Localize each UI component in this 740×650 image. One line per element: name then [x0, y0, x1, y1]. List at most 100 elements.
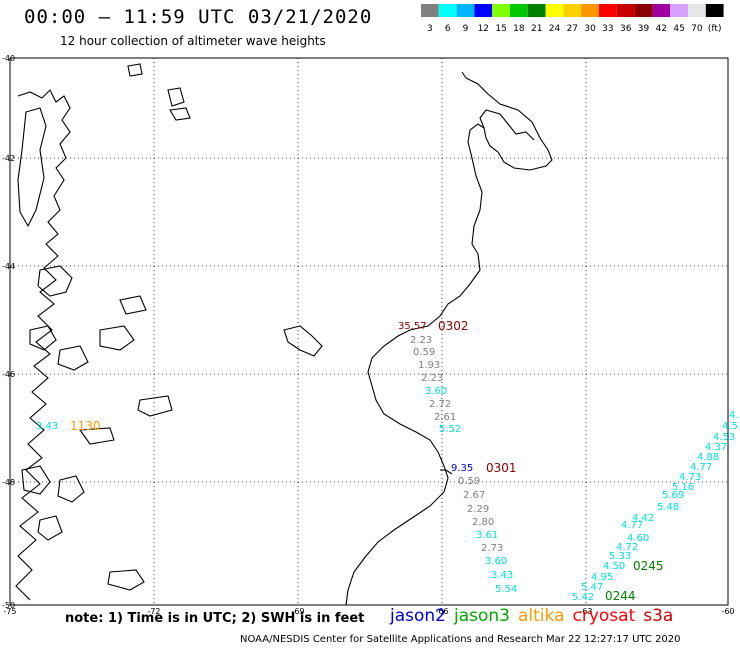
legend-swatch — [545, 4, 564, 17]
units-note: note: 1) Time is in UTC; 2) SWH is in fe… — [65, 611, 365, 626]
fjord-islands-b — [21, 465, 85, 541]
pass-time: 0245 — [633, 559, 664, 573]
swh-value: 4.53 — [713, 432, 735, 443]
swh-value: 3.43 — [491, 570, 513, 581]
lon-label: -60 — [721, 607, 734, 616]
pass-time: 0302 — [438, 319, 469, 333]
legend-tick: (ft) — [708, 24, 722, 34]
legend-swatch — [705, 4, 724, 17]
legend-tick: 9 — [463, 24, 469, 34]
swh-value: 4.77 — [621, 520, 643, 531]
swh-value: 9.35 — [451, 463, 473, 474]
swh-value: 5.42 — [572, 592, 594, 603]
map-title: 00:00 – 11:59 UTC 03/21/2020 — [24, 6, 373, 28]
swh-value: 4.88 — [697, 452, 719, 463]
swh-value: 2.23 — [410, 335, 432, 346]
satellite-jason3: jason3 — [454, 606, 510, 626]
legend-swatch — [438, 4, 457, 17]
swh-value: 5.69 — [662, 490, 684, 501]
legend-tick: 21 — [531, 24, 542, 34]
legend-tick: 36 — [620, 24, 632, 34]
fjord-islands-a — [29, 265, 89, 371]
pass-time: 1130 — [70, 419, 101, 433]
satellite-altika: altika — [518, 606, 565, 626]
legend-swatch — [563, 4, 582, 17]
legend-swatch — [456, 4, 475, 17]
chiloe-island — [17, 107, 47, 228]
lat-label: -46 — [2, 370, 15, 379]
legend-swatch — [688, 4, 706, 17]
swh-value: 5.54 — [495, 584, 517, 595]
credit-footer: NOAA/NESDIS Center for Satellite Applica… — [240, 634, 681, 645]
swh-value: 4. — [729, 410, 739, 421]
mainland-coast — [345, 71, 553, 606]
map-subtitle: 12 hour collection of altimeter wave hei… — [60, 34, 326, 48]
swh-value: 4.72 — [616, 542, 638, 553]
swh-value: 2.61 — [434, 412, 456, 423]
pass-time: 0301 — [486, 461, 517, 475]
swh-value: 2.67 — [463, 490, 485, 501]
lake-north — [127, 63, 191, 121]
swh-value: 0.59 — [413, 347, 435, 358]
legend-swatch — [616, 4, 635, 17]
swh-value: 4.77 — [690, 462, 712, 473]
swh-value: 4.37 — [705, 442, 727, 453]
west-coast — [15, 89, 71, 601]
swh-value: 4.42 — [632, 513, 654, 524]
swh-value: 2.29 — [467, 504, 489, 515]
legend-tick: 42 — [656, 24, 667, 34]
swh-value: 3.61 — [476, 530, 498, 541]
satellite-s3a: s3a — [643, 606, 674, 626]
map-frame — [9, 57, 729, 606]
lon-label: -75 — [3, 607, 16, 616]
color-legend: 3 6 9 12 15 18 21 24 27 30 33 36 39 42 45 70 (ft) — [421, 4, 724, 34]
graticule: -40 -42 -44 -46 -48 -50-75 -72 -69 -66 -63 -60 — [2, 54, 735, 616]
legend-swatch — [652, 4, 671, 17]
lat-label: -42 — [2, 154, 15, 163]
legend-tick: 18 — [513, 24, 525, 34]
lake-south — [107, 569, 145, 591]
swh-value: 4.50 — [603, 561, 625, 572]
legend-tick: 6 — [445, 24, 451, 34]
swh-value: 4.95 — [591, 572, 613, 583]
swh-value: 35.57 — [398, 321, 427, 332]
lon-label: -63 — [579, 607, 592, 616]
legend-tick: 45 — [673, 24, 684, 34]
satellite-cryosat: cryosat — [572, 606, 636, 626]
swh-value: 3.60 — [485, 556, 507, 567]
legend-swatch — [510, 4, 528, 17]
legend-tick: 33 — [602, 24, 613, 34]
lon-label: -69 — [291, 607, 304, 616]
swh-value: 3.43 — [36, 421, 58, 432]
legend-tick: 3 — [427, 24, 433, 34]
swh-value: 5.48 — [657, 502, 679, 513]
lat-label: -48 — [2, 478, 15, 487]
pass-time: 0244 — [605, 589, 636, 603]
legend-tick: 70 — [691, 24, 703, 34]
lat-label: -50 — [2, 601, 15, 610]
river-line — [440, 469, 453, 475]
swh-value: 5.47 — [581, 582, 603, 593]
lon-label: -66 — [435, 607, 448, 616]
legend-swatch — [421, 4, 439, 17]
legend-tick: 27 — [567, 24, 578, 34]
legend-tick: 30 — [584, 24, 596, 34]
altimeter-tracks: 35.572.230.591.932.233.602.722.615.523.4… — [36, 319, 739, 603]
coastline — [15, 63, 553, 606]
legend-tick: 24 — [549, 24, 561, 34]
swh-value: 0.59 — [458, 476, 480, 487]
legend-tick: 15 — [495, 24, 506, 34]
swh-value: 4.5 — [722, 421, 738, 432]
swh-value: 5.52 — [439, 424, 461, 435]
swh-value: 1.93 — [418, 360, 440, 371]
legend-swatch — [527, 4, 546, 17]
legend-tick: 12 — [478, 24, 489, 34]
legend-tick: 39 — [638, 24, 650, 34]
swh-value: 5.16 — [672, 482, 694, 493]
peninsula — [479, 109, 535, 141]
swh-value: 2.72 — [429, 399, 451, 410]
lon-label: -72 — [147, 607, 160, 616]
swh-value: 5.33 — [609, 551, 631, 562]
legend-swatch — [474, 4, 493, 17]
lat-label: -40 — [2, 54, 15, 63]
